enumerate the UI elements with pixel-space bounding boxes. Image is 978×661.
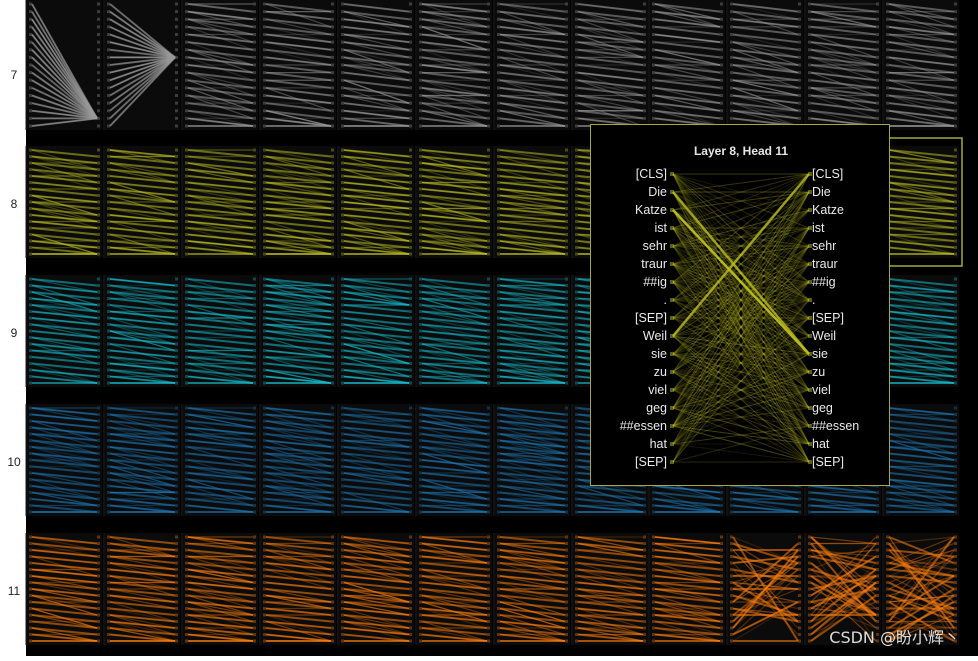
left-token[interactable]: traur bbox=[641, 257, 667, 271]
detail-title: Layer 8, Head 11 bbox=[591, 144, 891, 158]
right-token[interactable]: sie bbox=[812, 347, 828, 361]
attention-thumbnail[interactable] bbox=[883, 0, 959, 130]
right-token[interactable]: sehr bbox=[812, 239, 836, 253]
attention-thumbnail[interactable] bbox=[572, 533, 648, 645]
right-token[interactable]: zu bbox=[812, 365, 825, 379]
right-token[interactable]: geg bbox=[812, 401, 833, 415]
right-token[interactable]: traur bbox=[812, 257, 838, 271]
left-token[interactable]: zu bbox=[654, 365, 667, 379]
attention-thumbnail[interactable] bbox=[26, 533, 102, 645]
row-label-layer-8: 8 bbox=[0, 197, 28, 211]
left-token[interactable]: viel bbox=[648, 383, 667, 397]
attention-thumbnail[interactable] bbox=[416, 275, 492, 387]
right-token[interactable]: Katze bbox=[812, 203, 844, 217]
attention-thumbnail[interactable] bbox=[182, 533, 258, 645]
attention-thumbnail[interactable] bbox=[338, 533, 414, 645]
attention-thumbnail[interactable] bbox=[338, 404, 414, 516]
attention-thumbnail[interactable] bbox=[338, 146, 414, 258]
attention-thumbnail[interactable] bbox=[494, 146, 570, 258]
right-token[interactable]: ist bbox=[812, 221, 825, 235]
attention-thumbnail[interactable] bbox=[727, 533, 803, 645]
right-token[interactable]: . bbox=[812, 293, 815, 307]
left-token[interactable]: [SEP] bbox=[635, 455, 667, 469]
right-token[interactable]: ##essen bbox=[812, 419, 859, 433]
attention-thumbnail[interactable] bbox=[494, 275, 570, 387]
left-token[interactable]: hat bbox=[650, 437, 667, 451]
attention-thumbnail[interactable] bbox=[494, 0, 570, 130]
left-token[interactable]: geg bbox=[646, 401, 667, 415]
attention-thumbnail[interactable] bbox=[883, 404, 959, 516]
attention-thumbnail[interactable] bbox=[104, 275, 180, 387]
attention-thumbnail[interactable] bbox=[182, 146, 258, 258]
attention-thumbnail[interactable] bbox=[416, 404, 492, 516]
attention-thumbnail[interactable] bbox=[338, 275, 414, 387]
attention-thumbnail[interactable] bbox=[494, 404, 570, 516]
attention-thumbnail[interactable] bbox=[416, 0, 492, 130]
row-label-layer-10: 10 bbox=[0, 455, 28, 469]
attention-thumbnail[interactable] bbox=[182, 404, 258, 516]
left-token[interactable]: sehr bbox=[643, 239, 667, 253]
left-token[interactable]: ##essen bbox=[620, 419, 667, 433]
right-token[interactable]: hat bbox=[812, 437, 829, 451]
right-token[interactable]: viel bbox=[812, 383, 831, 397]
right-token[interactable]: [SEP] bbox=[812, 311, 844, 325]
attention-thumbnail[interactable] bbox=[104, 0, 180, 130]
left-token[interactable]: ist bbox=[655, 221, 668, 235]
left-token[interactable]: sie bbox=[651, 347, 667, 361]
attention-thumbnail[interactable] bbox=[572, 0, 648, 130]
row-label-layer-9: 9 bbox=[0, 326, 28, 340]
attention-thumbnail[interactable] bbox=[494, 533, 570, 645]
left-token[interactable]: ##ig bbox=[643, 275, 667, 289]
attention-thumbnail[interactable] bbox=[26, 404, 102, 516]
attention-thumbnail[interactable] bbox=[260, 533, 336, 645]
left-token[interactable]: Weil bbox=[643, 329, 667, 343]
row-label-layer-7: 7 bbox=[0, 68, 28, 82]
left-token[interactable]: [SEP] bbox=[635, 311, 667, 325]
attention-thumbnail[interactable] bbox=[182, 0, 258, 130]
attention-thumbnail[interactable] bbox=[649, 533, 725, 645]
attention-thumbnail[interactable] bbox=[104, 146, 180, 258]
attention-thumbnail[interactable] bbox=[260, 275, 336, 387]
attention-thumbnail[interactable] bbox=[416, 533, 492, 645]
attention-thumbnail[interactable] bbox=[338, 0, 414, 130]
watermark: CSDN @盼小辉丶 bbox=[829, 624, 960, 648]
attention-thumbnail[interactable] bbox=[883, 275, 959, 387]
attention-detail-popup: Layer 8, Head 11 [CLS] [CLS] Die Die Katze Ka… bbox=[590, 124, 890, 486]
attention-thumbnail[interactable] bbox=[727, 0, 803, 130]
attention-thumbnail[interactable] bbox=[104, 533, 180, 645]
right-token[interactable]: Die bbox=[812, 185, 831, 199]
attention-thumbnail[interactable] bbox=[26, 275, 102, 387]
left-token[interactable]: Die bbox=[648, 185, 667, 199]
row-label-layer-11: 11 bbox=[0, 584, 28, 598]
left-token[interactable]: Katze bbox=[635, 203, 667, 217]
attention-thumbnail[interactable] bbox=[649, 0, 725, 130]
right-token[interactable]: [SEP] bbox=[812, 455, 844, 469]
attention-thumbnail[interactable] bbox=[182, 275, 258, 387]
left-token[interactable]: [CLS] bbox=[636, 167, 667, 181]
attention-thumbnail[interactable] bbox=[416, 146, 492, 258]
attention-thumbnail[interactable] bbox=[260, 146, 336, 258]
right-token[interactable]: ##ig bbox=[812, 275, 836, 289]
attention-thumbnail[interactable] bbox=[260, 0, 336, 130]
attention-thumbnail[interactable] bbox=[104, 404, 180, 516]
attention-thumbnail[interactable] bbox=[883, 146, 959, 258]
attention-thumbnail[interactable] bbox=[805, 0, 881, 130]
right-token[interactable]: [CLS] bbox=[812, 167, 843, 181]
attention-thumbnail[interactable] bbox=[260, 404, 336, 516]
attention-thumbnail[interactable] bbox=[26, 146, 102, 258]
attention-thumbnail[interactable] bbox=[26, 0, 102, 130]
left-token[interactable]: . bbox=[664, 293, 667, 307]
right-token[interactable]: Weil bbox=[812, 329, 836, 343]
